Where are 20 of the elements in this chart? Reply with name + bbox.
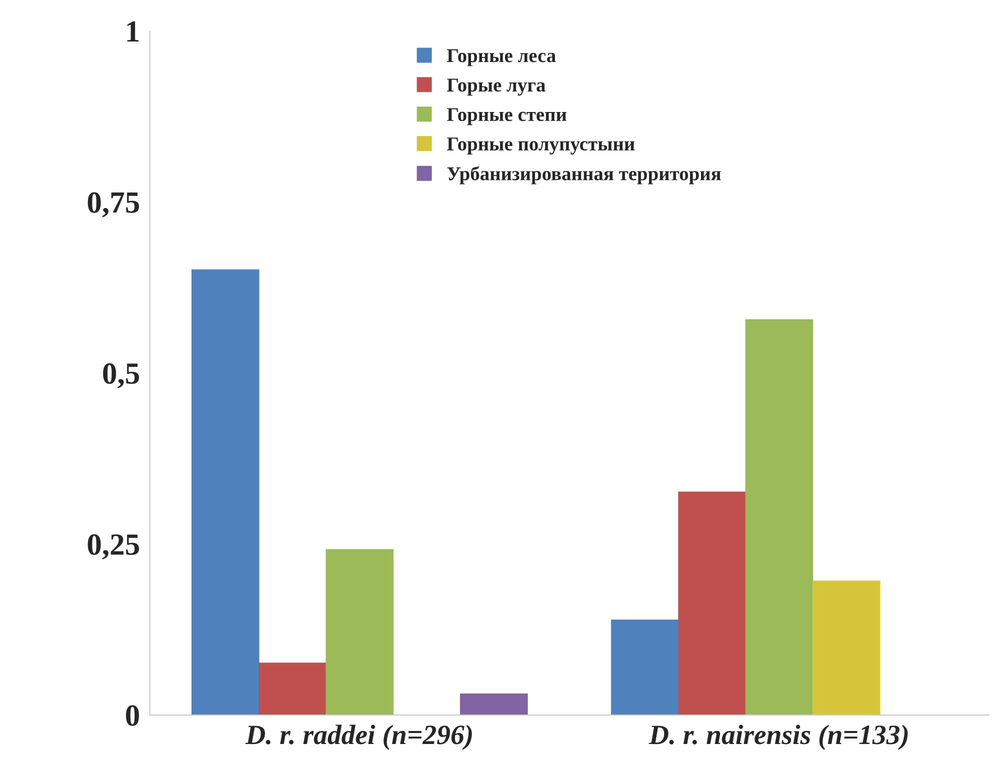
y-tick-label: 0,75 (88, 192, 140, 218)
x-tick-label: D. r. raddei (n=296) (245, 724, 472, 750)
bar (258, 662, 326, 716)
bar (745, 319, 814, 716)
legend-label: Горные степи (447, 108, 566, 126)
legend-label: Урбанизированная территория (447, 166, 721, 184)
bar (678, 492, 746, 716)
bar (812, 580, 880, 716)
legend-label: Горые луга (447, 78, 546, 96)
bar (326, 549, 394, 716)
y-tick-label: 0,5 (103, 363, 140, 388)
x-tick-label: D. r. nairensis (n=133) (648, 724, 908, 750)
y-tick-label: 1 (127, 21, 139, 42)
y-tick-label: 0,25 (88, 534, 140, 560)
legend-label: Горные полупустыни (447, 138, 635, 155)
y-tick-label: 0 (126, 705, 139, 726)
bar (460, 693, 528, 716)
legend-label: Горные леса (447, 49, 556, 66)
bar (611, 620, 679, 716)
bar (191, 269, 260, 716)
